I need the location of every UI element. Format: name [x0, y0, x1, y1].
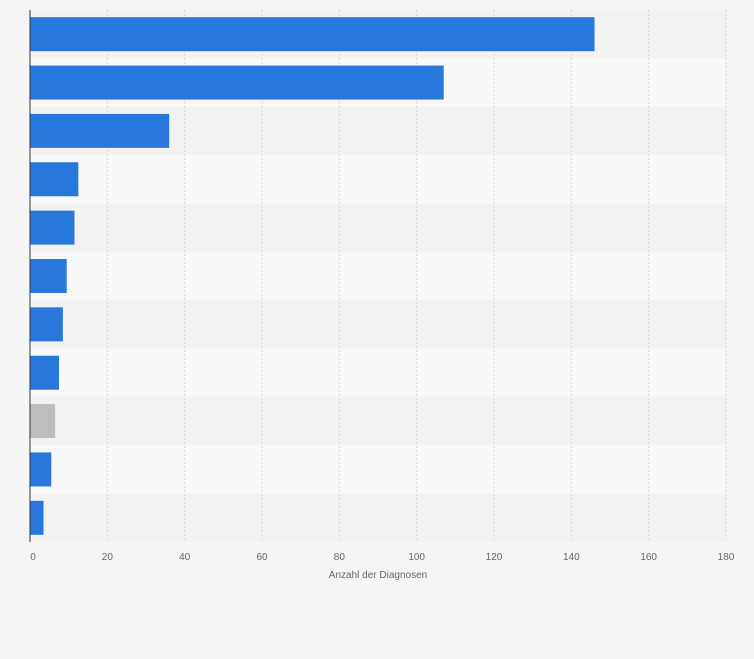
x-tick-label: 40 — [179, 552, 191, 563]
bar[interactable] — [30, 500, 44, 535]
bar[interactable] — [30, 259, 67, 293]
row-band — [30, 396, 726, 446]
bar[interactable] — [30, 162, 79, 197]
row-band — [30, 493, 726, 542]
row-band — [30, 203, 726, 252]
x-tick-label: 100 — [408, 552, 425, 563]
x-tick-label: 120 — [486, 552, 503, 563]
x-axis-title: Anzahl der Diagnosen — [329, 570, 427, 581]
bar[interactable] — [30, 113, 170, 148]
x-tick-label: 160 — [640, 552, 657, 563]
x-tick-label: 0 — [30, 552, 36, 563]
row-band — [30, 155, 726, 204]
bar[interactable] — [30, 452, 52, 487]
x-tick-label: 20 — [102, 552, 114, 563]
x-tick-labels: 0 20 40 60 80 100 120 140 160 180 — [30, 552, 735, 563]
bar[interactable] — [30, 355, 59, 390]
row-band — [30, 348, 726, 397]
x-tick-label: 60 — [256, 552, 268, 563]
row-band — [30, 445, 726, 494]
row-bands — [30, 10, 726, 542]
bar[interactable] — [30, 17, 595, 52]
bars — [30, 17, 595, 535]
x-tick-label: 180 — [718, 552, 735, 563]
x-tick-label: 80 — [334, 552, 346, 563]
bar[interactable] — [30, 307, 63, 342]
bar[interactable] — [30, 404, 56, 439]
row-band — [30, 251, 726, 301]
row-band — [30, 300, 726, 349]
bar[interactable] — [30, 65, 444, 100]
x-tick-label: 140 — [563, 552, 580, 563]
bar[interactable] — [30, 210, 75, 245]
